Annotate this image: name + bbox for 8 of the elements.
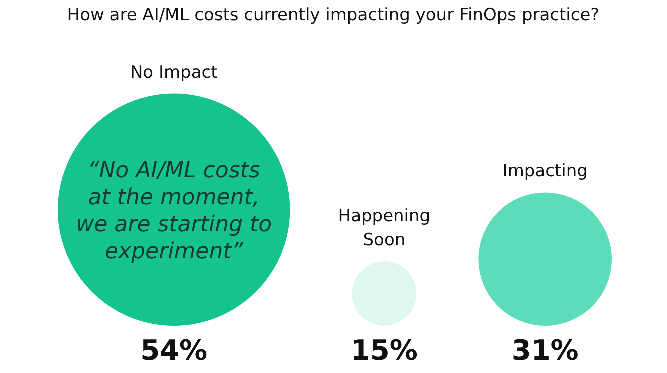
text: “No AI/ML costs at the moment, we are starting to experiment” (76, 158, 272, 264)
data-label: 15% (350, 334, 418, 367)
data-label: 54% (140, 334, 208, 367)
category-label: No Impact (130, 62, 218, 83)
text: How are AI/ML costs currently impacting your FinOps practice? (67, 6, 600, 26)
data-label: 31% (512, 334, 579, 367)
category-label: Impacting (502, 162, 588, 182)
category-label: Happening Soon (338, 206, 431, 250)
